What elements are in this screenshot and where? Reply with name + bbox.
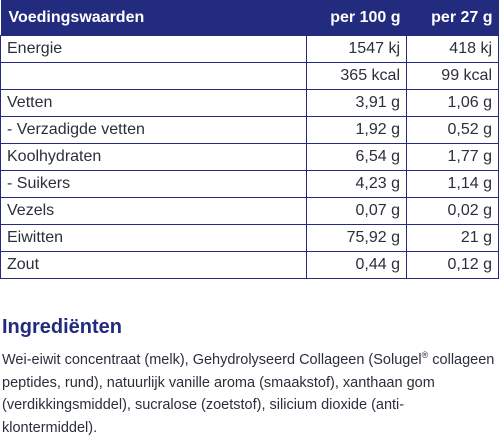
table-row-suikers: - Suikers 4,23 g 1,14 g bbox=[0, 170, 499, 198]
nutrition-table: Voedingswaarden per 100 g per 27 g Energ… bbox=[0, 0, 499, 279]
ingredients-text-part-1: Wei-eiwit concentraat (melk), Gehydrolys… bbox=[2, 352, 422, 368]
row-label: Eiwitten bbox=[0, 224, 307, 252]
value-per-100g: 0,44 g bbox=[306, 251, 407, 279]
row-label: Vetten bbox=[0, 89, 307, 117]
value-per-27g: 418 kj bbox=[406, 35, 499, 63]
table-row-zout: Zout 0,44 g 0,12 g bbox=[0, 251, 499, 279]
ingredients-text: Wei-eiwit concentraat (melk), Gehydrolys… bbox=[2, 349, 496, 439]
value-per-27g: 1,77 g bbox=[406, 143, 499, 171]
nutrition-table-body: Energie 1547 kj 418 kj 365 kcal 99 kcal … bbox=[0, 35, 499, 279]
ingredients-text-part-2: collageen peptides, rund), natuurlijk va… bbox=[2, 352, 495, 436]
row-label: Vezels bbox=[0, 197, 307, 225]
row-label bbox=[0, 62, 307, 90]
value-per-27g: 99 kcal bbox=[406, 62, 499, 90]
header-per-27g: per 27 g bbox=[406, 0, 499, 36]
header-nutrient: Voedingswaarden bbox=[0, 0, 307, 36]
row-label: Koolhydraten bbox=[0, 143, 307, 171]
header-per-100g: per 100 g bbox=[306, 0, 407, 36]
value-per-27g: 21 g bbox=[406, 224, 499, 252]
ingredients-heading: Ingrediënten bbox=[2, 316, 123, 338]
table-row-energie-kj: Energie 1547 kj 418 kj bbox=[0, 35, 499, 63]
value-per-100g: 365 kcal bbox=[306, 62, 407, 90]
value-per-27g: 0,12 g bbox=[406, 251, 499, 279]
value-per-100g: 1547 kj bbox=[306, 35, 407, 63]
table-row-energie-kcal: 365 kcal 99 kcal bbox=[0, 62, 499, 90]
row-label: - Suikers bbox=[0, 170, 307, 198]
value-per-100g: 6,54 g bbox=[306, 143, 407, 171]
value-per-27g: 1,14 g bbox=[406, 170, 499, 198]
table-row-vezels: Vezels 0,07 g 0,02 g bbox=[0, 197, 499, 225]
registered-trademark-mark: ® bbox=[421, 350, 429, 361]
row-label: - Verzadigde vetten bbox=[0, 116, 307, 144]
table-row-verzadigde-vetten: - Verzadigde vetten 1,92 g 0,52 g bbox=[0, 116, 499, 144]
value-per-27g: 0,02 g bbox=[406, 197, 499, 225]
value-per-100g: 75,92 g bbox=[306, 224, 407, 252]
nutrition-table-header: Voedingswaarden per 100 g per 27 g bbox=[0, 0, 499, 36]
table-row-eiwitten: Eiwitten 75,92 g 21 g bbox=[0, 224, 499, 252]
table-row-vetten: Vetten 3,91 g 1,06 g bbox=[0, 89, 499, 117]
row-label: Energie bbox=[0, 35, 307, 63]
row-label: Zout bbox=[0, 251, 307, 279]
value-per-100g: 1,92 g bbox=[306, 116, 407, 144]
value-per-100g: 0,07 g bbox=[306, 197, 407, 225]
value-per-27g: 0,52 g bbox=[406, 116, 499, 144]
value-per-100g: 4,23 g bbox=[306, 170, 407, 198]
value-per-27g: 1,06 g bbox=[406, 89, 499, 117]
table-row-koolhydraten: Koolhydraten 6,54 g 1,77 g bbox=[0, 143, 499, 171]
header-row: Voedingswaarden per 100 g per 27 g bbox=[0, 0, 499, 36]
value-per-100g: 3,91 g bbox=[306, 89, 407, 117]
